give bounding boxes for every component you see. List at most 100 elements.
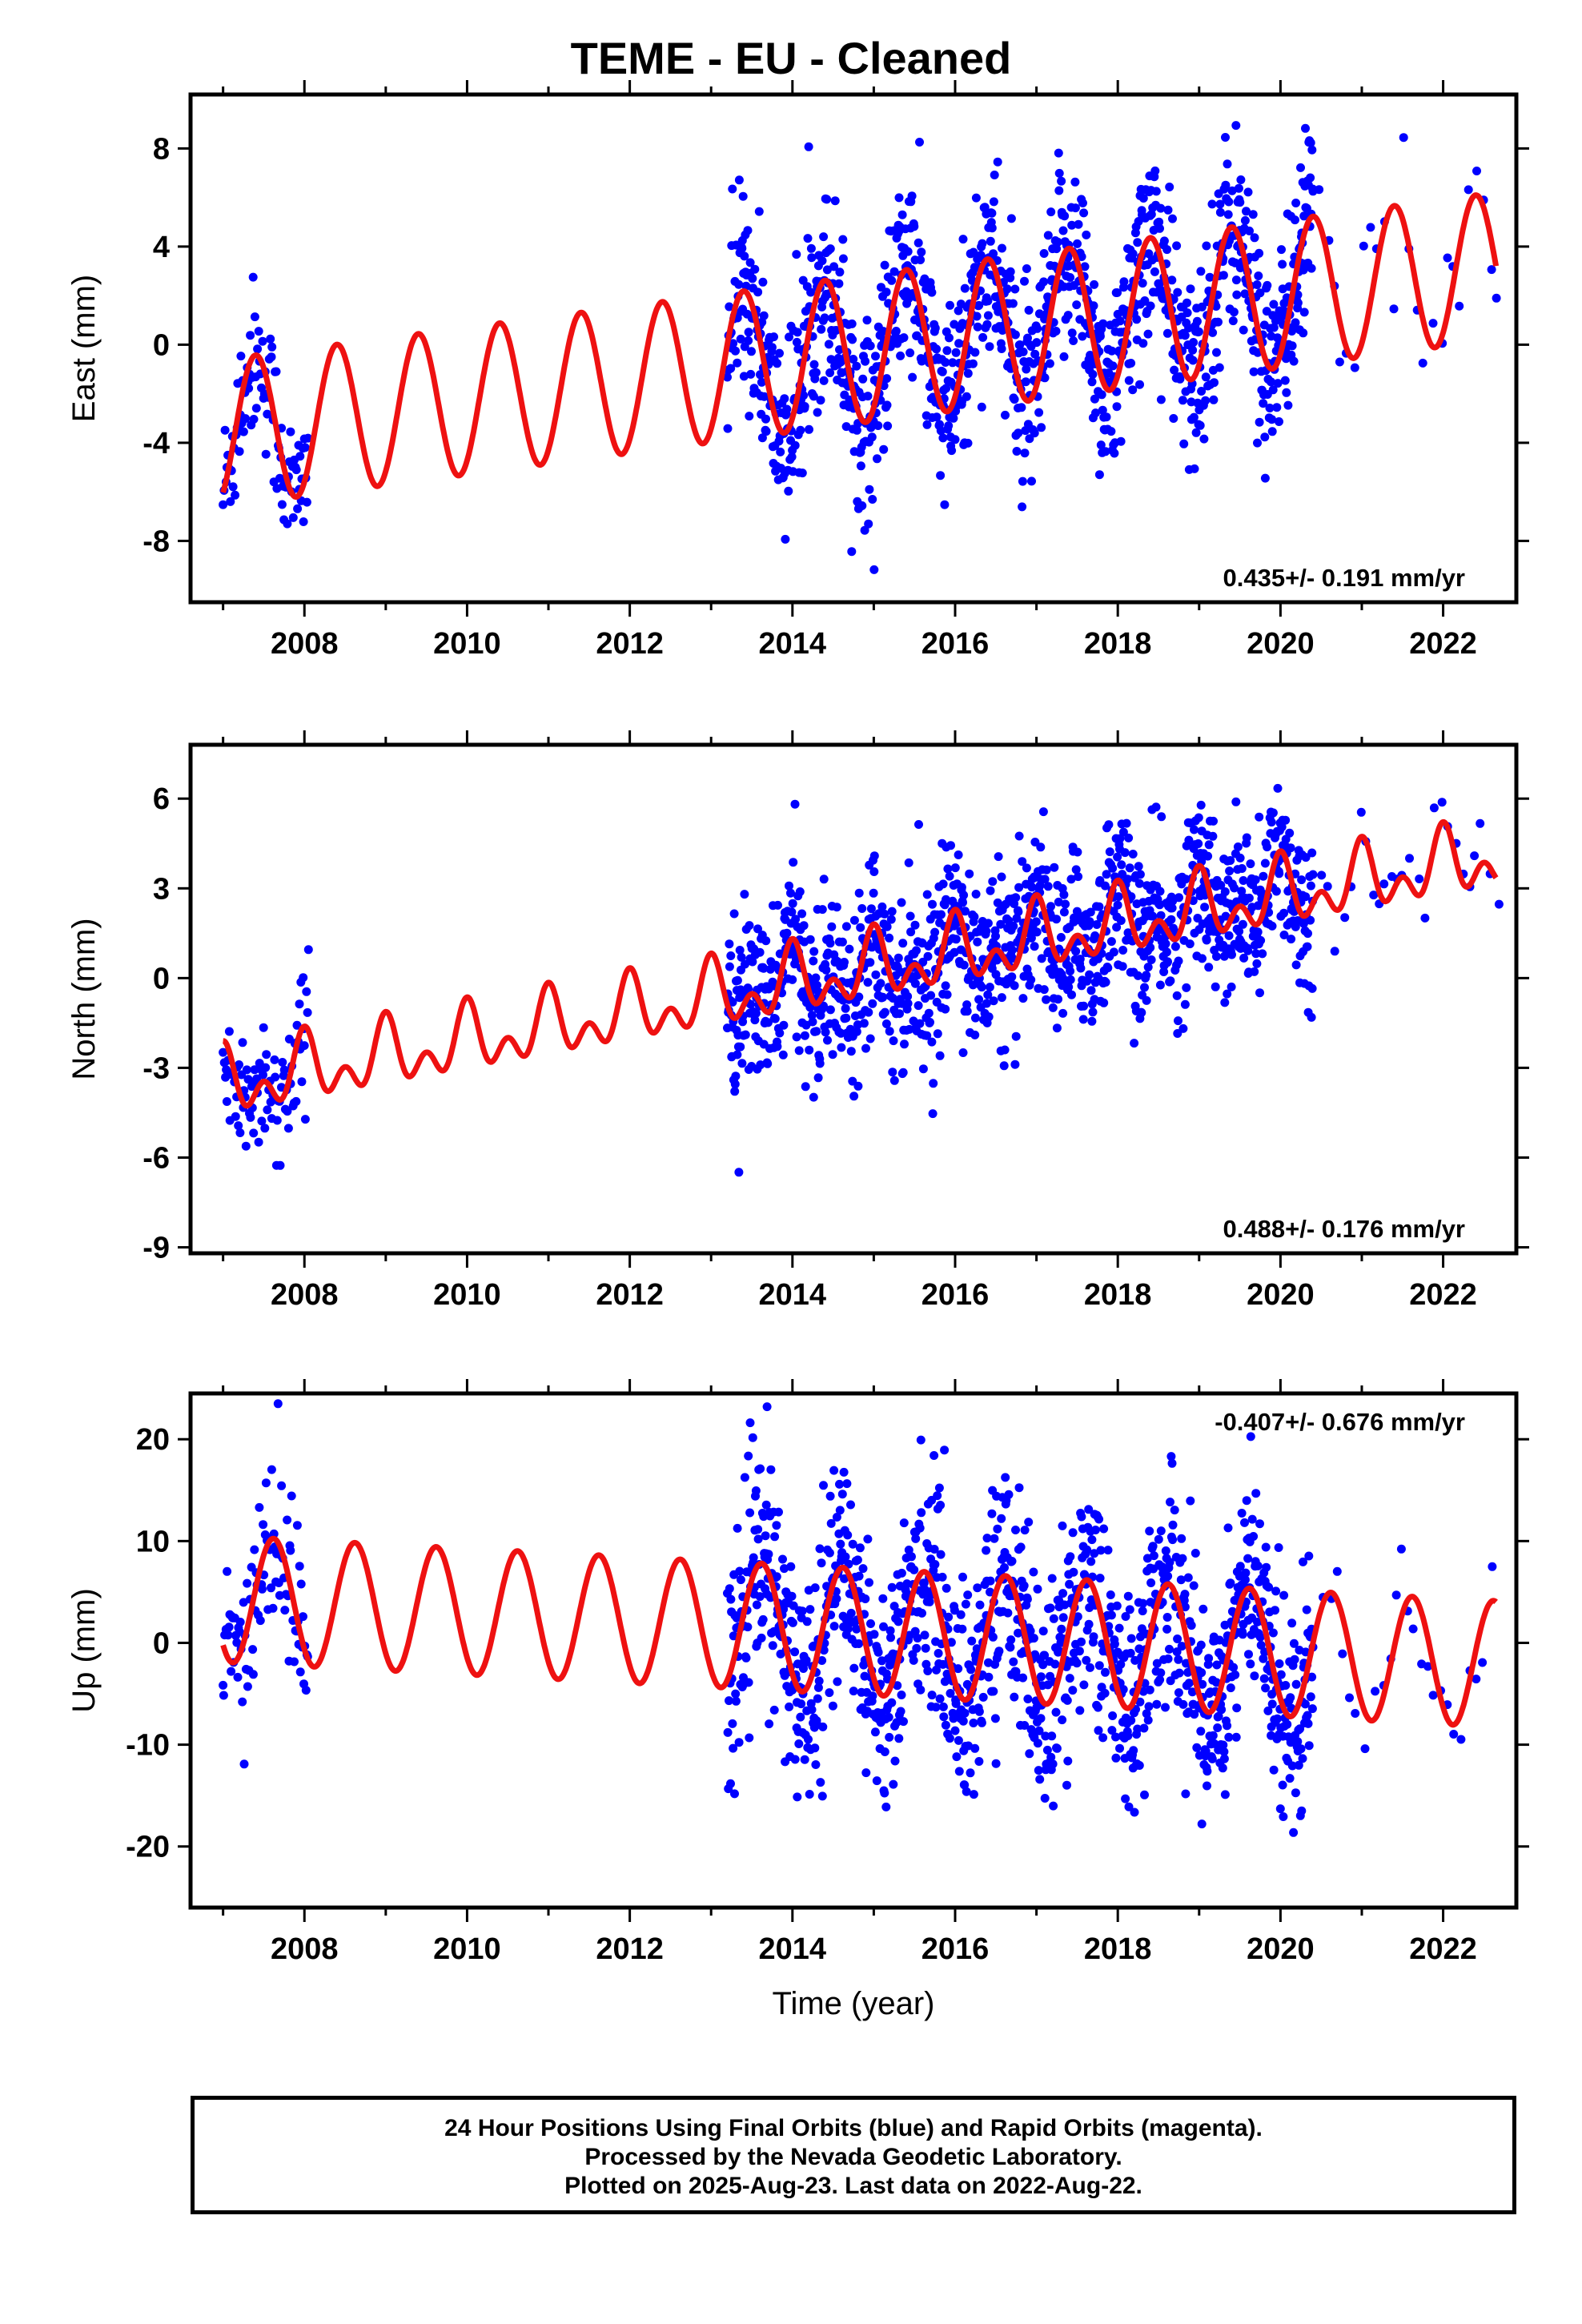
data-point: [935, 1051, 945, 1060]
data-point: [753, 924, 762, 934]
data-point: [1268, 1628, 1278, 1638]
data-point: [1275, 869, 1284, 879]
north-fit-line: [221, 818, 1499, 1109]
data-point: [817, 256, 827, 266]
data-point: [986, 1587, 994, 1597]
data-point: [914, 820, 923, 829]
data-point: [1094, 1514, 1104, 1524]
data-point: [945, 333, 954, 343]
data-point: [257, 1116, 267, 1126]
data-point: [916, 1435, 926, 1445]
data-point: [1033, 324, 1042, 333]
data-point: [267, 1583, 275, 1593]
data-point: [1306, 1692, 1315, 1702]
data-point: [1152, 1699, 1162, 1709]
data-point: [1037, 954, 1046, 963]
data-point: [222, 1097, 231, 1106]
data-point: [758, 277, 768, 287]
data-point: [1022, 1594, 1032, 1604]
data-point: [1182, 983, 1191, 992]
data-point: [1307, 1672, 1317, 1682]
data-point: [296, 1579, 306, 1589]
data-point: [1146, 301, 1155, 311]
data-point: [801, 1082, 810, 1092]
data-point: [1078, 1015, 1088, 1024]
data-point: [1097, 390, 1106, 400]
data-point: [1156, 203, 1166, 213]
data-point: [1180, 1590, 1190, 1599]
data-point: [1306, 915, 1315, 925]
data-point: [990, 1714, 1000, 1723]
data-point: [887, 275, 897, 285]
data-point: [819, 875, 829, 884]
data-point: [1202, 935, 1211, 945]
data-point: [235, 1060, 243, 1069]
data-point: [1266, 377, 1275, 387]
data-point: [1156, 1668, 1166, 1678]
data-point: [1255, 1519, 1264, 1529]
data-point: [1126, 359, 1136, 368]
data-point: [825, 1688, 834, 1698]
data-point: [1123, 1591, 1133, 1601]
data-point: [885, 1626, 895, 1635]
data-point: [726, 1779, 735, 1788]
data-point: [968, 359, 978, 368]
data-point: [290, 1657, 299, 1667]
data-point: [866, 1619, 875, 1628]
data-point: [1155, 900, 1164, 910]
data-point: [886, 1633, 895, 1642]
data-point: [1130, 1039, 1139, 1048]
y-tick-label: 0: [153, 962, 170, 995]
data-point: [904, 1546, 913, 1554]
data-point: [1168, 214, 1177, 223]
data-point: [1163, 957, 1172, 967]
data-point: [740, 251, 749, 261]
data-point: [968, 980, 978, 990]
data-point: [877, 902, 887, 911]
data-point: [1016, 1542, 1026, 1552]
data-point: [849, 1092, 859, 1101]
data-point: [1259, 1654, 1268, 1663]
data-point: [1293, 1737, 1303, 1747]
data-point: [1287, 1618, 1297, 1628]
data-point: [960, 283, 970, 293]
data-point: [1299, 211, 1309, 221]
data-point: [1116, 436, 1126, 446]
data-point: [1163, 205, 1173, 215]
data-point: [1116, 1659, 1126, 1669]
data-point: [790, 440, 800, 450]
data-point: [1275, 1659, 1284, 1668]
x-tick-label: 2010: [433, 1278, 501, 1312]
data-point: [910, 920, 920, 930]
data-point: [1235, 198, 1245, 207]
data-point: [1197, 1819, 1207, 1829]
data-point: [1034, 408, 1044, 417]
data-point: [1125, 863, 1134, 873]
data-point: [837, 1043, 846, 1052]
data-point: [1371, 1687, 1380, 1696]
data-point: [261, 449, 271, 459]
data-point: [1289, 356, 1299, 366]
data-point: [246, 1112, 255, 1122]
data-point: [880, 1007, 889, 1017]
data-point: [1010, 284, 1020, 294]
data-point: [1065, 1579, 1074, 1589]
data-point: [920, 1630, 930, 1640]
data-point: [744, 1678, 753, 1687]
data-point: [1066, 273, 1075, 282]
data-point: [913, 1634, 922, 1642]
data-point: [1079, 1680, 1089, 1690]
data-point: [977, 1718, 986, 1727]
data-point: [1063, 311, 1073, 320]
data-point: [1090, 394, 1099, 404]
data-point: [1246, 1659, 1255, 1669]
data-point: [841, 922, 851, 931]
data-point: [1047, 1574, 1057, 1583]
data-point: [1058, 1521, 1067, 1530]
data-point: [869, 851, 879, 861]
data-point: [1219, 271, 1228, 280]
data-point: [1168, 1520, 1178, 1530]
data-point: [1086, 986, 1096, 995]
data-point: [805, 424, 813, 434]
data-point: [958, 1048, 968, 1057]
